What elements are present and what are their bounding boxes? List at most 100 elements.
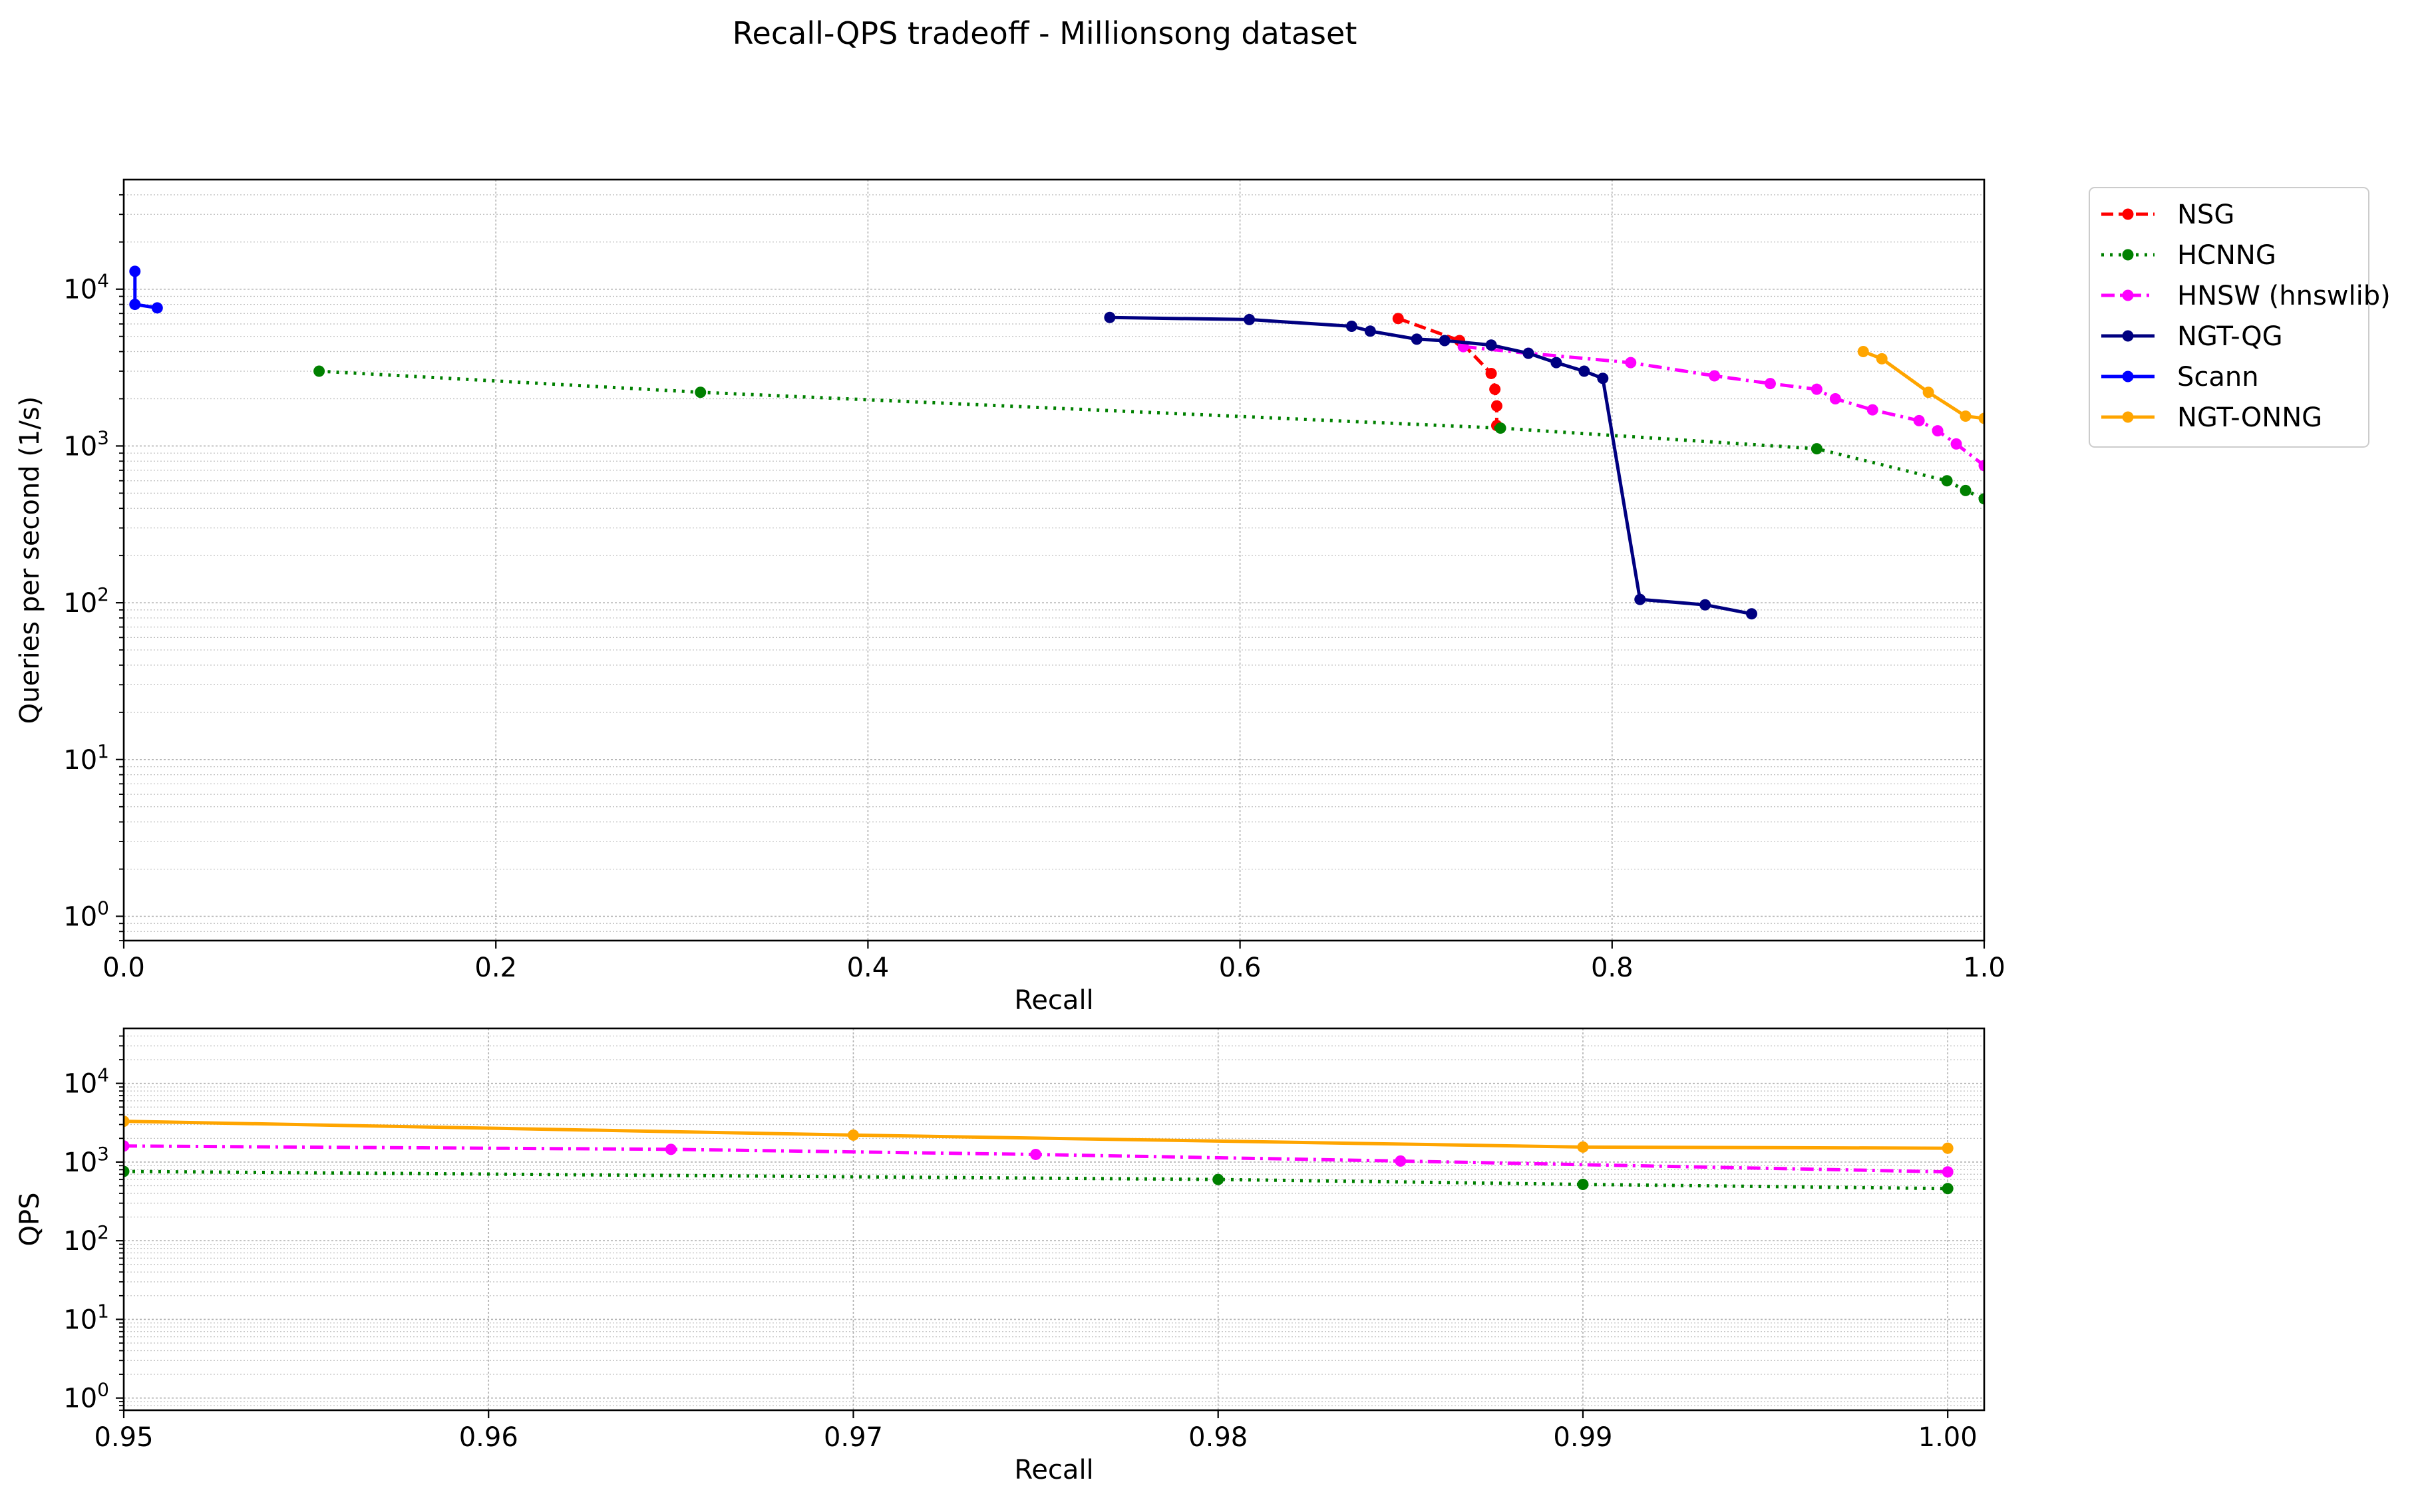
main-point-hcnng: [1960, 484, 1972, 496]
zoom-y-tick-label: 104: [63, 1064, 109, 1100]
main-point-nsg: [1392, 313, 1404, 325]
main-y-tick-label: 101: [63, 740, 109, 776]
zoom-minor-grid: [124, 1035, 1984, 1411]
zoom-x-axis-label: Recall: [1014, 1455, 1093, 1485]
main-point-ngt-qg: [1104, 311, 1116, 323]
zoom-series-layer: [124, 1116, 1954, 1195]
main-point-nsg: [1490, 400, 1502, 412]
legend: NSG HCNNG HNSW (hnswlib) NGT-QG Scann NGT-ONN…: [2089, 187, 2391, 448]
main-point-hnsw-hnswlib: [1829, 392, 1841, 404]
main-point-ngt-qg: [1746, 608, 1757, 620]
main-x-tick-label: 0.6: [1219, 953, 1262, 983]
main-point-ngt-onng: [1978, 412, 1984, 424]
main-series-layer: [129, 265, 1984, 620]
zoom-point-ngt-onng: [847, 1129, 859, 1141]
zoom-y-tick-label: 102: [63, 1221, 109, 1257]
zoom-y-tick-label: 100: [63, 1379, 109, 1414]
main-point-hnsw-hnswlib: [1978, 460, 1984, 472]
legend-marker-hnsw-hnswlib: [2122, 289, 2134, 301]
main-series-line-nsg: [1397, 317, 1498, 426]
main-series-line-hnsw-hnswlib: [1463, 345, 1984, 467]
main-y-tick-label: 104: [63, 270, 109, 305]
legend-marker-ngt-onng: [2122, 411, 2134, 423]
zoom-point-ngt-onng: [1577, 1141, 1589, 1153]
main-point-scann: [129, 299, 141, 311]
main-y-tick-label: 103: [63, 426, 109, 462]
zoom-x-tick-label: 0.99: [1553, 1422, 1612, 1453]
main-point-ngt-qg: [1522, 347, 1534, 359]
main-point-ngt-qg: [1244, 313, 1256, 325]
main-point-ngt-qg: [1364, 325, 1376, 337]
legend-label-nsg: NSG: [2177, 200, 2234, 230]
zoom-point-ngt-onng: [1942, 1142, 1954, 1154]
main-point-scann: [151, 302, 163, 314]
legend-marker-ngt-qg: [2122, 330, 2134, 342]
zoom-y-tick-label: 101: [63, 1300, 109, 1335]
main-point-scann: [129, 265, 141, 277]
chart-title: Recall-QPS tradeoff - Millionsong datase…: [733, 15, 1357, 51]
main-point-ngt-qg: [1634, 593, 1646, 605]
legend-marker-nsg: [2122, 208, 2134, 220]
main-series-line-hcnng: [319, 369, 1984, 501]
main-x-tick-label: 0.8: [1591, 953, 1634, 983]
main-point-ngt-onng: [1857, 346, 1869, 358]
main-point-ngt-onng: [1922, 386, 1934, 398]
zoom-series-line-hcnng: [124, 1169, 1948, 1191]
zoom-point-hcnng: [124, 1165, 130, 1177]
zoom-point-hcnng: [1577, 1178, 1589, 1190]
main-y-axis-label: Queries per second (1/s): [15, 396, 45, 724]
zoom-major-grid: [123, 1028, 1984, 1410]
zoom-x-tick-label: 0.96: [459, 1422, 518, 1453]
zoom-point-hcnng: [1212, 1173, 1224, 1185]
zoom-point-hnsw-hnswlib: [1942, 1166, 1954, 1178]
zoom-point-hnsw-hnswlib: [665, 1143, 677, 1155]
main-point-ngt-qg: [1578, 365, 1590, 377]
main-point-hnsw-hnswlib: [1625, 357, 1637, 369]
main-plot: 0.0 0.2 0.4 0.6 0.8 1.0 100 101 102 103 104 Recall Q…: [15, 178, 2005, 1016]
legend-label-hcnng: HCNNG: [2177, 240, 2276, 271]
zoom-plot: 0.95 0.96 0.97 0.98 0.99 1.00 100 101 102 103 104 R…: [15, 1027, 1986, 1485]
main-y-tick-label: 102: [63, 583, 109, 619]
main-point-hcnng: [1941, 475, 1953, 487]
main-point-hcnng: [695, 386, 707, 398]
legend-marker-scann: [2122, 371, 2134, 382]
zoom-x-tick-label: 0.98: [1188, 1422, 1248, 1453]
zoom-point-hcnng: [1942, 1183, 1954, 1195]
zoom-x-tick-label: 0.95: [94, 1422, 153, 1453]
main-point-hcnng: [313, 365, 325, 377]
main-point-ngt-qg: [1699, 599, 1711, 611]
zoom-point-hnsw-hnswlib: [124, 1140, 130, 1152]
legend-label-scann: Scann: [2177, 362, 2259, 392]
main-point-ngt-qg: [1439, 335, 1451, 347]
main-x-tick-label: 0.2: [474, 953, 517, 983]
main-x-tick-label: 0.0: [102, 953, 145, 983]
legend-marker-hcnng: [2122, 249, 2134, 261]
zoom-axes-frame: [122, 1027, 1986, 1412]
main-point-hcnng: [1811, 443, 1822, 455]
legend-label-hnsw-hnswlib: HNSW (hnswlib): [2177, 281, 2391, 311]
zoom-y-tick-label: 103: [63, 1143, 109, 1178]
zoom-point-hnsw-hnswlib: [1030, 1148, 1042, 1160]
main-point-hnsw-hnswlib: [1866, 404, 1878, 416]
main-point-nsg: [1485, 367, 1497, 379]
main-point-hnsw-hnswlib: [1932, 425, 1944, 437]
main-point-hcnng: [1494, 422, 1506, 434]
main-point-nsg: [1489, 383, 1501, 395]
main-point-ngt-qg: [1597, 373, 1609, 384]
main-point-hcnng: [1978, 493, 1984, 505]
main-point-hnsw-hnswlib: [1764, 378, 1776, 390]
zoom-point-hnsw-hnswlib: [1395, 1155, 1407, 1167]
legend-label-ngt-qg: NGT-QG: [2177, 321, 2283, 352]
main-point-hnsw-hnswlib: [1950, 438, 1962, 450]
zoom-point-ngt-onng: [124, 1116, 130, 1128]
main-point-hnsw-hnswlib: [1811, 383, 1822, 395]
main-point-ngt-onng: [1960, 410, 1972, 422]
legend-label-ngt-onng: NGT-ONNG: [2177, 402, 2322, 433]
main-y-tick-label: 100: [63, 897, 109, 932]
zoom-series-line-ngt-onng: [124, 1120, 1948, 1150]
main-point-ngt-qg: [1550, 357, 1562, 369]
main-x-tick-label: 1.0: [1963, 953, 2005, 983]
main-point-ngt-qg: [1345, 320, 1357, 332]
main-axes-frame: [122, 178, 1986, 942]
